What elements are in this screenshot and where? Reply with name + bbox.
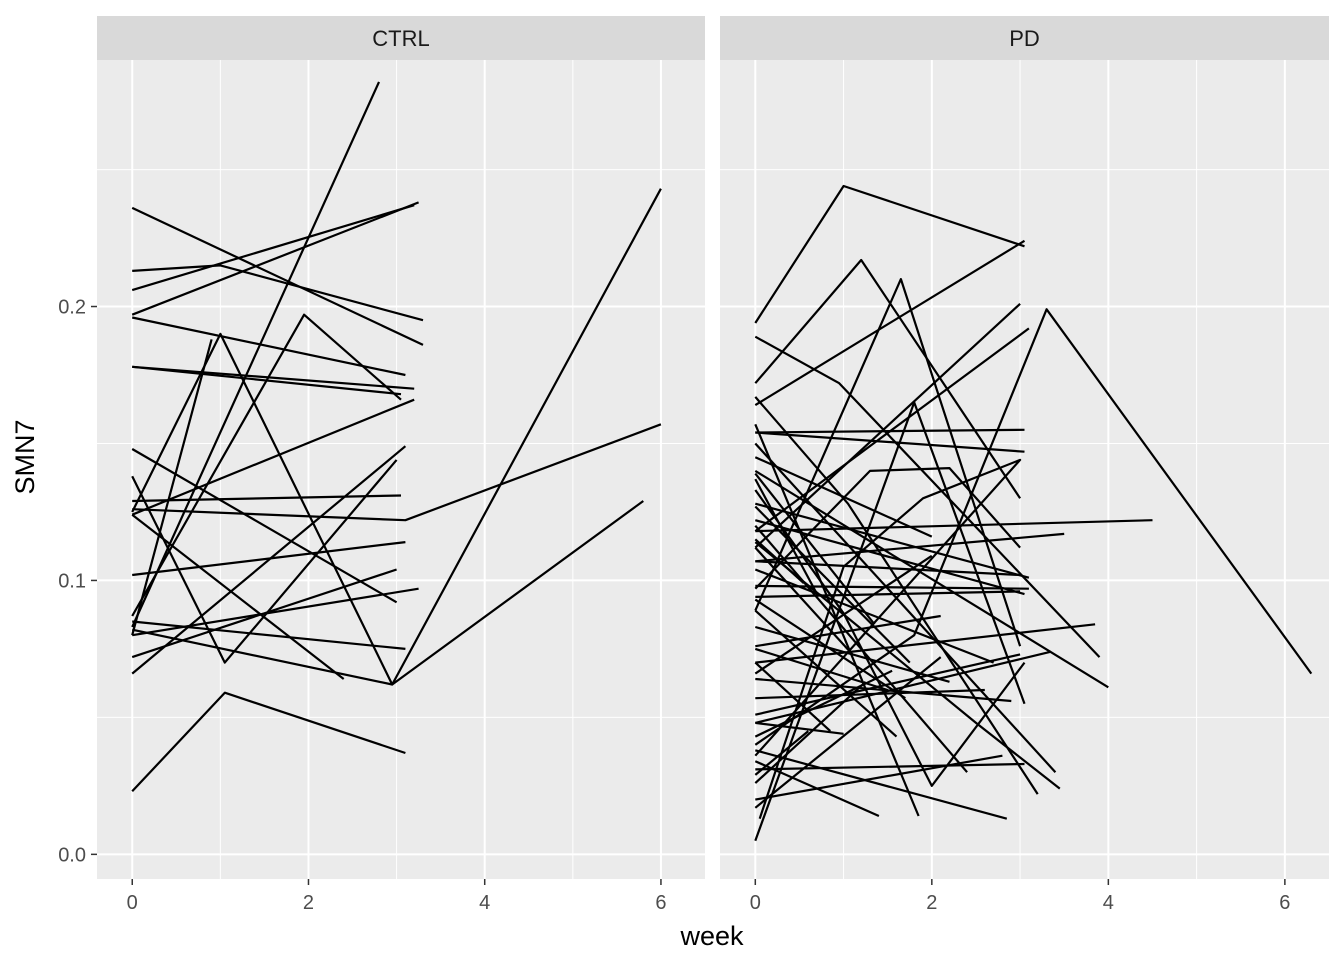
series-line-ctrl-7 [131,316,406,377]
series-line-pd-50 [754,680,867,784]
series-line-pd-5 [754,302,1021,549]
series-line-pd-23 [755,749,1008,820]
series-line-pd-8 [755,428,1025,434]
series-line-pd-53 [754,554,933,675]
series-line-ctrl-4 [131,204,415,292]
x-tick-label: 2 [303,892,314,914]
y-axis-title: SMN7 [10,419,40,494]
facet-label-pd: PD [1009,26,1040,51]
series-line-pd-25 [754,656,942,809]
series-line-pd-10 [754,308,1313,746]
series-line-pd-49 [754,661,832,732]
series-line-pd-14 [754,458,1022,820]
series-line-pd-45 [755,721,844,735]
series-line-ctrl-16 [131,459,398,664]
series-line-ctrl-19 [131,500,644,686]
series-line-ctrl-1 [131,81,381,628]
x-axis-title: week [679,921,744,951]
series-line-ctrl-11 [132,423,662,522]
series-line-pd-16 [754,401,1026,842]
series-line-ctrl-22 [131,691,406,793]
series-line-ctrl-2 [131,188,662,686]
series-line-ctrl-5 [131,201,420,316]
series-line-ctrl-10 [131,398,415,516]
series-line-pd-26 [755,653,1021,716]
series-line-ctrl-18 [132,620,406,650]
x-tick-label: 2 [926,892,937,914]
series-line-ctrl-17 [131,445,407,675]
series-line-pd-37 [755,614,941,648]
series-line-pd-40 [755,754,1003,801]
series-line-ctrl-14 [131,513,345,680]
series-line-pd-46 [754,538,805,585]
x-tick-label: 0 [750,892,761,914]
series-line-pd-21 [754,467,1021,590]
x-tick-label: 4 [479,892,490,914]
series-line-ctrl-24 [132,365,402,396]
facet-panel-ctrl: CTRL [97,16,705,879]
x-tick-label: 4 [1103,892,1114,914]
series-line-pd-17 [755,502,1030,579]
facet-panel-pd: PD [720,16,1329,879]
series-line-pd-12 [755,623,1096,664]
series-line-ctrl-3 [131,206,424,346]
series-line-pd-32 [754,456,933,538]
series-line-pd-31 [754,541,1061,790]
y-axis: 0.0 0.1 0.2 [58,297,97,866]
series-line-ctrl-23 [131,339,213,636]
series-line-pd-20 [754,442,1057,773]
series-line-pd-55 [754,505,911,664]
series-line-ctrl-21 [132,587,419,637]
x-tick-label: 0 [127,892,138,914]
panel-background-ctrl [97,60,705,879]
series-line-pd-35 [754,730,810,776]
series-line-pd-47 [755,677,1012,703]
series-line-pd-44 [755,584,1029,590]
x-tick-label: 6 [1279,892,1290,914]
series-line-ctrl-9 [131,313,402,617]
y-tick-label: 0.0 [58,844,86,866]
x-tick-label: 6 [655,892,666,914]
series-line-ctrl-6 [132,264,424,322]
panel-background-pd [720,60,1329,879]
series-line-pd-42 [754,546,854,656]
series-line-pd-19 [754,568,995,664]
x-axis: 0 2 4 6 0 2 4 6 [127,879,1290,914]
series-line-pd-2 [754,239,1026,407]
facet-label-ctrl: CTRL [372,26,429,51]
y-tick-label: 0.1 [58,570,86,592]
y-tick-label: 0.2 [58,297,86,319]
facet-strip-pd [720,16,1329,60]
series-line-pd-3 [754,258,1022,499]
series-line-pd-54 [755,560,1021,577]
series-line-pd-11 [755,519,1153,533]
series-line-ctrl-15 [132,494,402,503]
series-line-pd-41 [755,519,1025,596]
series-line-pd-28 [755,762,1025,771]
series-line-ctrl-8 [132,365,415,390]
series-line-pd-48 [754,472,876,625]
series-line-pd-6 [754,327,1030,532]
series-line-pd-7 [754,335,1101,658]
series-line-pd-51 [754,524,968,773]
series-line-pd-1 [754,184,1025,324]
series-line-pd-9 [755,431,1025,453]
series-line-pd-52 [754,609,898,738]
facet-strip-ctrl [97,16,705,60]
series-line-pd-29 [755,650,1052,724]
